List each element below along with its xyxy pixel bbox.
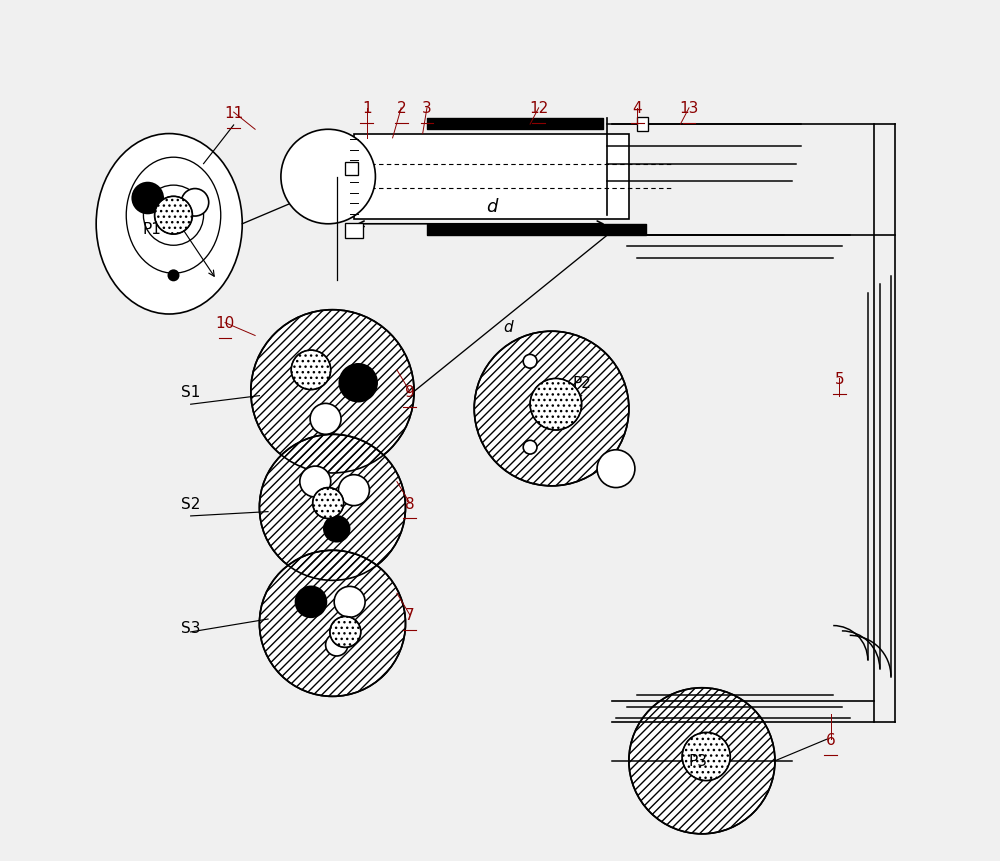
Circle shape — [338, 475, 369, 506]
Bar — [354, 134, 629, 220]
Circle shape — [523, 355, 537, 369]
Circle shape — [259, 435, 405, 580]
Circle shape — [339, 364, 377, 402]
Text: P1: P1 — [143, 221, 161, 236]
Text: S2: S2 — [181, 496, 200, 511]
Circle shape — [474, 331, 629, 486]
Circle shape — [629, 688, 775, 833]
Bar — [637, 118, 648, 132]
Text: 10: 10 — [215, 316, 235, 331]
Text: 12: 12 — [529, 102, 548, 116]
Text: 5: 5 — [835, 371, 844, 387]
Circle shape — [313, 488, 344, 519]
Circle shape — [181, 189, 209, 217]
Text: 13: 13 — [679, 102, 699, 116]
Circle shape — [330, 616, 361, 647]
Circle shape — [155, 197, 192, 235]
Text: d: d — [486, 198, 497, 216]
Circle shape — [132, 183, 163, 214]
Circle shape — [259, 551, 405, 697]
Text: S1: S1 — [181, 384, 200, 400]
Ellipse shape — [96, 134, 242, 314]
Circle shape — [597, 450, 635, 488]
Text: 7: 7 — [405, 608, 415, 623]
Bar — [345, 163, 358, 176]
Text: 2: 2 — [396, 102, 406, 116]
Bar — [345, 224, 363, 239]
Circle shape — [530, 379, 582, 430]
Circle shape — [523, 441, 537, 455]
Text: 4: 4 — [633, 102, 642, 116]
Circle shape — [300, 467, 331, 498]
Text: d: d — [504, 320, 513, 335]
Circle shape — [326, 634, 348, 656]
Text: 11: 11 — [224, 105, 243, 121]
Circle shape — [168, 271, 179, 282]
Circle shape — [296, 586, 326, 617]
Text: P2: P2 — [572, 375, 591, 391]
Text: S3: S3 — [181, 621, 200, 635]
Circle shape — [281, 130, 375, 225]
Text: 9: 9 — [405, 384, 415, 400]
Circle shape — [682, 733, 730, 781]
Circle shape — [334, 586, 365, 617]
Text: 1: 1 — [362, 102, 372, 116]
Circle shape — [310, 404, 341, 435]
Text: 8: 8 — [405, 496, 415, 511]
Text: 6: 6 — [826, 732, 836, 747]
Circle shape — [324, 517, 350, 542]
Text: 3: 3 — [422, 102, 432, 116]
Text: P3: P3 — [688, 753, 707, 768]
Circle shape — [291, 350, 331, 390]
Circle shape — [251, 310, 414, 474]
